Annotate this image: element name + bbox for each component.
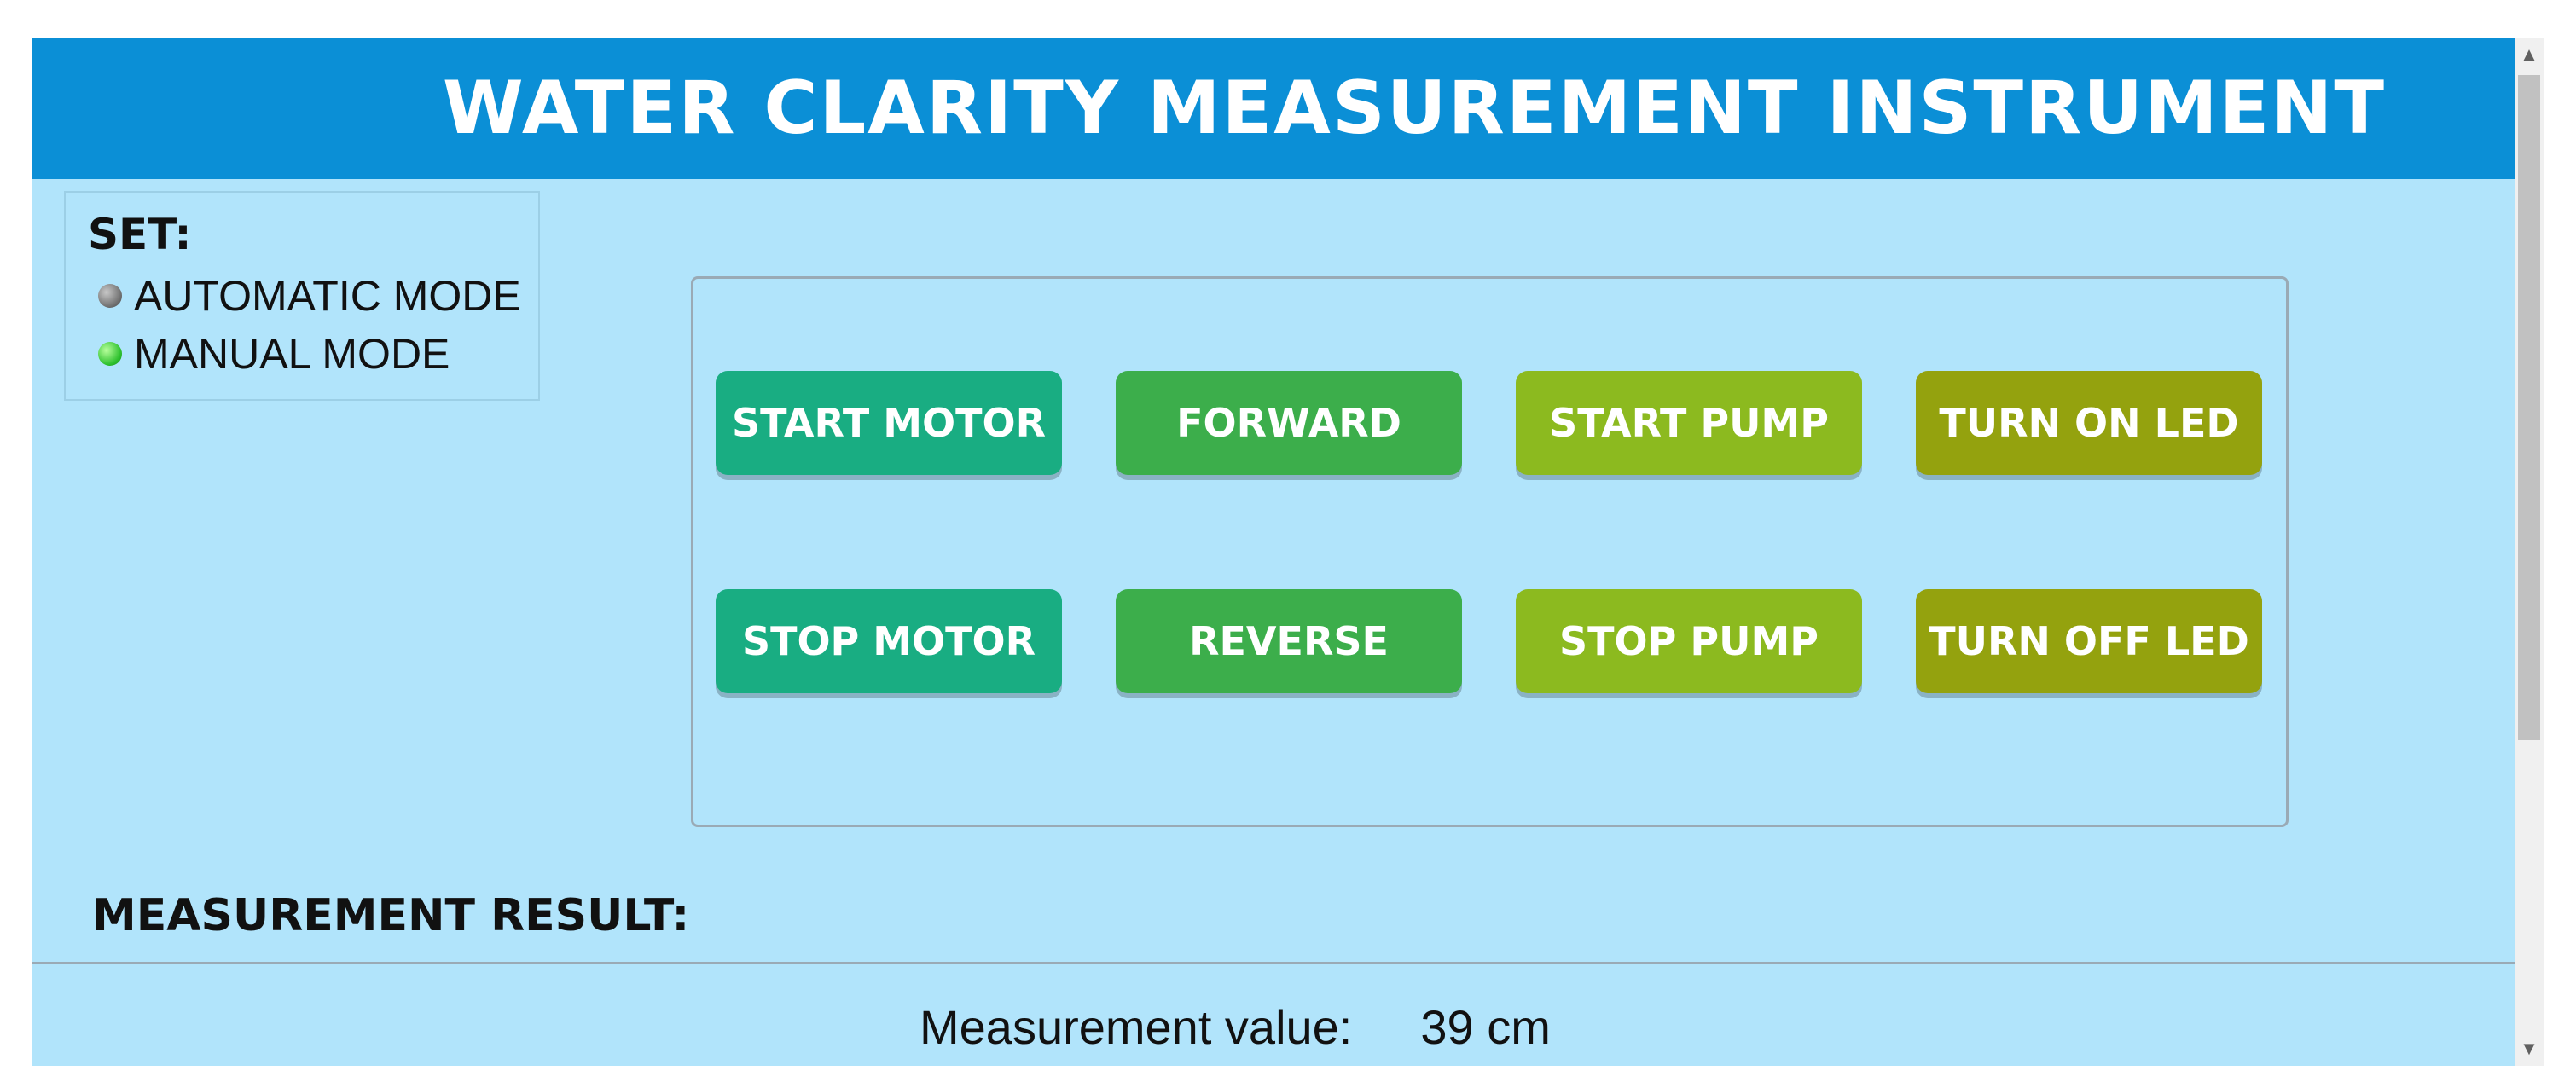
green-dot-icon [98, 342, 122, 366]
turn-on-led-button[interactable]: TURN ON LED [1916, 371, 2262, 475]
page-title: WATER CLARITY MEASUREMENT INSTRUMENT [442, 66, 2387, 151]
forward-button[interactable]: FORWARD [1116, 371, 1462, 475]
measurement-result-heading: MEASUREMENT RESULT: [92, 890, 690, 941]
header-bar: WATER CLARITY MEASUREMENT INSTRUMENT [32, 38, 2515, 179]
automatic-mode-option[interactable]: AUTOMATIC MODE [98, 271, 521, 321]
stop-pump-button[interactable]: STOP PUMP [1516, 589, 1862, 693]
turn-off-led-button[interactable]: TURN OFF LED [1916, 589, 2262, 693]
reverse-button[interactable]: REVERSE [1116, 589, 1462, 693]
control-panel: START MOTOR FORWARD START PUMP TURN ON L… [691, 276, 2289, 827]
app-window: WATER CLARITY MEASUREMENT INSTRUMENT SET… [32, 38, 2515, 1066]
vertical-scrollbar[interactable]: ▲ ▼ [2515, 38, 2544, 1066]
chevron-up-icon[interactable]: ▲ [2520, 43, 2538, 65]
manual-mode-option[interactable]: MANUAL MODE [98, 329, 450, 379]
result-divider [32, 962, 2515, 964]
measurement-value: 39 cm [1420, 999, 1551, 1054]
manual-mode-label: MANUAL MODE [134, 330, 450, 378]
stop-motor-button[interactable]: STOP MOTOR [716, 589, 1062, 693]
start-motor-button[interactable]: START MOTOR [716, 371, 1062, 475]
set-label: SET: [88, 210, 192, 259]
automatic-mode-label: AUTOMATIC MODE [134, 272, 521, 320]
measurement-row: Measurement value: 39 cm [920, 993, 1551, 1061]
mode-set-panel: SET: AUTOMATIC MODE MANUAL MODE [64, 191, 540, 401]
scrollbar-thumb[interactable] [2518, 75, 2540, 740]
chevron-down-icon[interactable]: ▼ [2520, 1038, 2538, 1059]
grey-dot-icon [98, 284, 122, 308]
start-pump-button[interactable]: START PUMP [1516, 371, 1862, 475]
measurement-value-label: Measurement value: [920, 999, 1353, 1054]
